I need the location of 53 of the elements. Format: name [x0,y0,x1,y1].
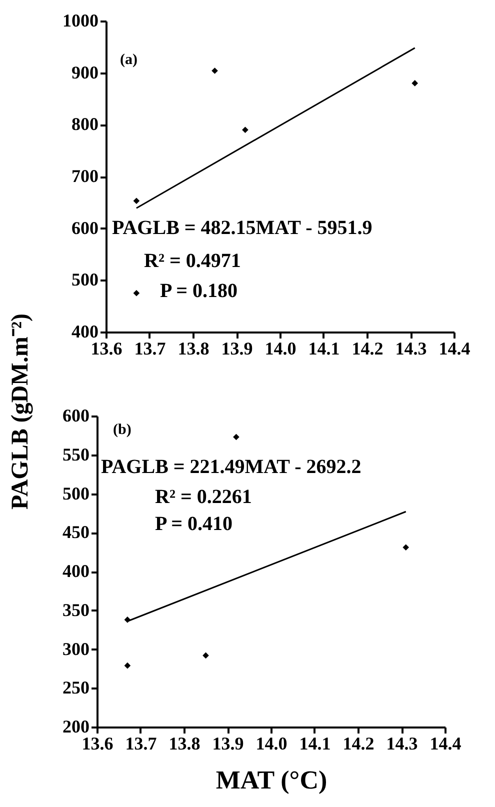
annotation: (a) [120,52,138,68]
x-tick-label: 14.1 [308,338,340,358]
y-tick-label: 500 [62,483,90,504]
x-tick-label: 13.7 [134,338,166,358]
x-tick-label: 13.7 [125,734,157,754]
x-tick-label: 14.3 [395,338,427,358]
y-tick-label: 250 [62,678,90,698]
annotation: (b) [113,422,132,438]
y-axis-title: PAGLB (gDM.m⁻²) [6,312,34,512]
x-tick-label: 14.4 [430,734,462,754]
x-tick-label: 14.4 [438,338,470,358]
x-tick-label: 14.0 [264,338,296,358]
y-tick-label: 200 [62,716,90,736]
point [412,80,418,86]
x-tick-label: 13.9 [221,338,253,358]
x-tick-label: 14.2 [352,338,384,358]
y-tick-label: 1000 [62,10,98,30]
point [202,652,209,659]
point [402,544,410,551]
y-tick-label: 400 [72,322,98,342]
annotation: PAGLB = 482.15MAT - 5951.9 [112,217,372,239]
x-tick-label: 13.6 [82,734,114,754]
y-tick-label: 300 [62,638,90,659]
point [233,434,240,440]
point [242,126,248,134]
y-tick-label: 600 [72,218,98,238]
annotation: R² = 0.4971 [144,250,241,272]
y-tick-label: 700 [72,166,98,186]
point [133,290,140,296]
x-tick-label: 13.6 [90,338,122,358]
y-tick-label: 600 [62,406,90,426]
y-tick-label: 900 [72,62,98,82]
y-tick-label: 800 [72,114,98,134]
y-tick-label: 450 [62,522,90,542]
x-tick-label: 14.1 [299,734,331,754]
annotation: PAGLB = 221.49MAT - 2692.2 [101,456,362,478]
point [212,68,218,74]
y-tick-label: 350 [62,600,90,620]
x-tick-label: 14.0 [256,734,288,754]
y-tick-label: 500 [72,270,98,290]
x-axis-title: MAT (°C) [216,766,328,794]
x-tick-label: 14.2 [342,734,374,754]
annotation: R² = 0.2261 [155,486,252,508]
x-tick-label: 13.9 [212,734,244,754]
point [124,662,131,669]
x-tick-label: 13.8 [168,734,200,754]
point [133,198,140,204]
x-tick-label: 13.8 [178,338,210,358]
x-tick-label: 14.3 [386,734,418,754]
annotation: P = 0.180 [160,280,238,302]
y-tick-label: 550 [62,444,90,464]
y-tick-label: 400 [62,561,90,581]
annotation: P = 0.410 [155,513,233,535]
